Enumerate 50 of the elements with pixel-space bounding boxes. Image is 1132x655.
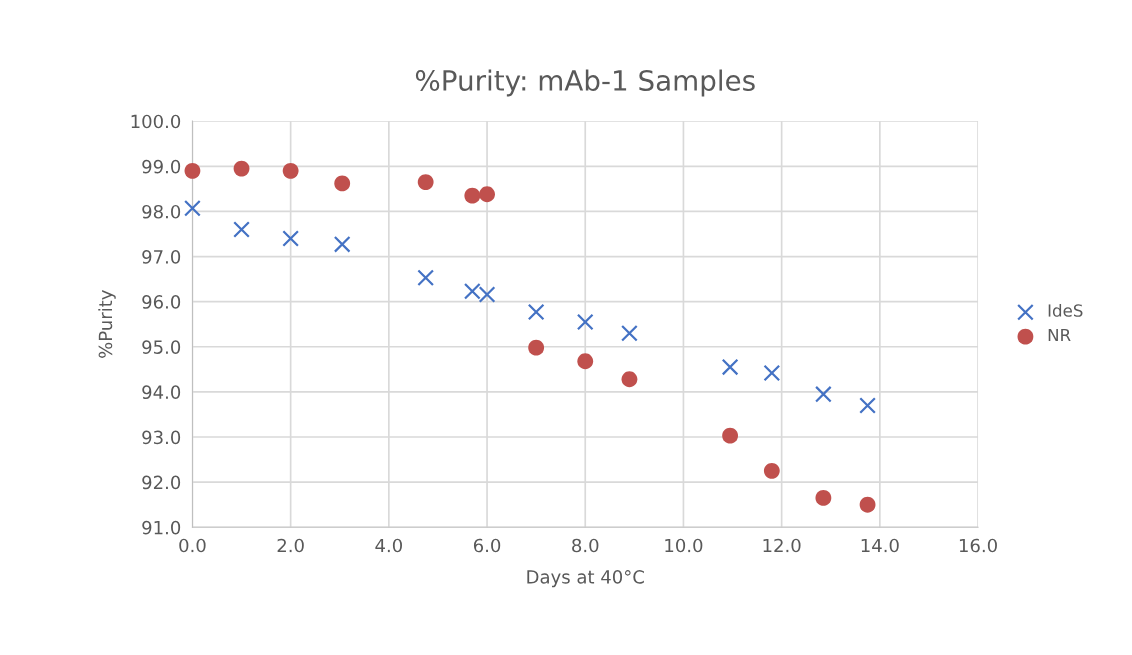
legend-label: NR [1048,328,1071,342]
point [763,364,781,382]
y-tick-label: 92.0 [142,475,181,490]
x-tick-label: 0.0 [179,538,206,553]
y-tick-label: 96.0 [142,295,181,309]
point [334,175,351,192]
y-tick-label: 97.0 [142,250,181,264]
y-tick-label: 94.0 [142,385,181,400]
point [621,371,638,388]
point [721,358,739,376]
x-tick-label: 2.0 [277,538,304,553]
point [621,324,638,342]
chart-title: %Purity: mAb-1 Samples [415,69,755,97]
point [576,313,594,331]
point [233,221,250,238]
point [282,162,299,179]
y-tick-label: 91.0 [142,520,181,535]
y-axis-title: %Purity [98,290,116,358]
point [815,490,832,506]
point [527,303,545,321]
point [859,496,876,513]
y-tick-label: 98.0 [142,204,181,219]
x-tick-label: 4.0 [375,538,402,553]
point [814,385,832,403]
point [722,427,739,444]
legend-label: IdeS [1048,303,1083,317]
x-tick-label: 10.0 [665,538,703,553]
x-tick-label: 16.0 [959,538,997,553]
point [464,187,481,204]
x-tick-label: 14.0 [861,538,899,553]
point [528,339,545,356]
y-tick-label: 100.0 [131,114,181,129]
y-tick-label: 95.0 [142,340,181,354]
x-tick-label: 12.0 [763,538,801,553]
x-tick-label: 8.0 [572,538,599,553]
point [417,174,434,191]
x-axis-title: Days at 40°C [527,570,644,588]
y-tick-label: 93.0 [142,430,181,445]
point [479,186,495,203]
point [282,230,300,247]
point [184,199,201,217]
y-tick-label: 99.0 [142,159,181,174]
point [184,162,201,179]
point [577,353,594,370]
point [417,269,435,287]
x-tick-label: 6.0 [473,538,501,553]
point [333,235,351,253]
point [233,160,250,177]
point [763,462,780,479]
point [859,397,876,414]
